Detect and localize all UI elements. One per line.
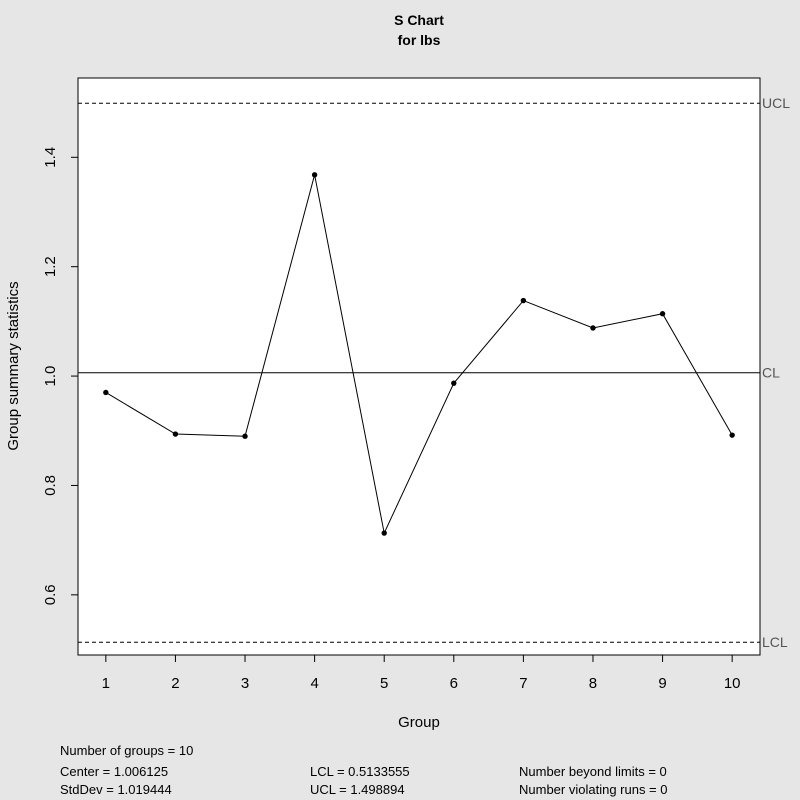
data-point (729, 432, 735, 438)
plot-panel (77, 77, 761, 656)
y-tick-label: 1.4 (42, 147, 59, 168)
data-point (659, 311, 666, 317)
stat-stddev: StdDev = 1.019444 (60, 782, 172, 797)
data-point (590, 325, 596, 331)
x-tick-label: 3 (241, 675, 249, 692)
stat-beyond-limits: Number beyond limits = 0 (519, 764, 667, 779)
chart-title: S Chart (394, 12, 444, 28)
stat-lcl: LCL = 0.5133555 (310, 764, 410, 779)
axes: 1 2 3 4 5 6 7 8 9 10 0.6 0.8 1.0 1.2 1.4 (42, 147, 741, 692)
x-tick-label: 7 (519, 675, 527, 692)
stat-center: Center = 1.006125 (60, 764, 169, 779)
x-tick-label: 10 (724, 675, 741, 692)
series-line (105, 174, 733, 535)
x-tick-label: 8 (589, 675, 597, 692)
data-point (172, 431, 179, 437)
data-point (242, 433, 248, 439)
y-tick-label: 1.2 (42, 256, 59, 277)
data-point (381, 530, 387, 536)
stat-violating-runs: Number violating runs = 0 (519, 782, 668, 797)
y-axis-label: Group summary statistics (5, 281, 22, 450)
x-tick-label: 1 (102, 675, 110, 692)
x-tick-label: 2 (171, 675, 179, 692)
control-line-label-lcl: LCL (762, 634, 788, 650)
control-line-label-ucl: UCL (762, 95, 790, 111)
stat-number-of-groups: Number of groups = 10 (60, 743, 194, 758)
x-tick-label: 6 (450, 675, 458, 692)
y-tick-label: 0.6 (42, 584, 59, 605)
stat-ucl: UCL = 1.498894 (310, 782, 405, 797)
data-series (103, 172, 735, 536)
y-tick-label: 1.0 (42, 366, 59, 387)
control-line-label-cl: CL (762, 365, 780, 381)
data-point (311, 172, 318, 178)
x-axis-label: Group (398, 714, 440, 731)
control-lines: UCL CL LCL (78, 95, 790, 650)
data-point (451, 380, 457, 386)
chart-subtitle: for lbs (398, 32, 441, 48)
data-point (103, 389, 109, 396)
x-tick-label: 9 (658, 675, 666, 692)
y-tick-label: 0.8 (42, 475, 59, 496)
data-point (520, 297, 527, 304)
x-tick-label: 5 (380, 675, 388, 692)
x-tick-label: 4 (310, 675, 318, 692)
